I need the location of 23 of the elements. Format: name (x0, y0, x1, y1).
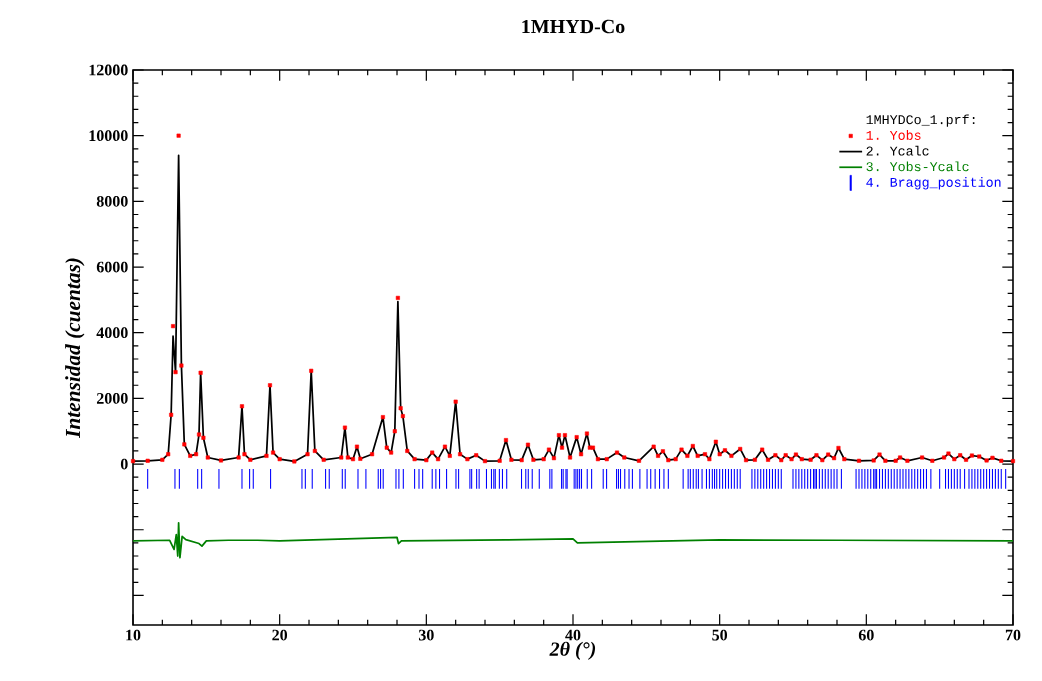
x-tick-label: 40 (565, 629, 581, 641)
legend-label: 3. Yobs-Ycalc (866, 161, 969, 172)
line-series (132, 521, 1014, 559)
x-tick-label: 10 (126, 629, 141, 641)
y-tick-label: 6000 (96, 261, 128, 273)
x-tick-label: 30 (418, 629, 434, 641)
y-tick-label: 10000 (89, 130, 128, 142)
legend-label: 2. Ycalc (866, 145, 929, 156)
legend-label: 4. Bragg_position (866, 177, 1001, 190)
y-tick-label: 4000 (96, 327, 128, 339)
y-axis-title: Intensidad (cuentas) (65, 258, 85, 439)
legend-label: 1. Yobs (866, 130, 921, 140)
legend-title: 1MHYDCo_1.prf: (866, 114, 975, 127)
x-axis-title: 2θ (°) (549, 641, 596, 660)
x-tick-label: 60 (858, 629, 874, 641)
y-tick-label: 2000 (96, 392, 128, 404)
x-tick-label: 70 (1005, 629, 1021, 641)
x-tick-label: 50 (712, 629, 728, 641)
x-tick-label: 20 (272, 629, 288, 641)
y-tick-label: 12000 (89, 64, 128, 76)
y-tick-label: 8000 (96, 195, 128, 207)
y-tick-label: 0 (120, 458, 128, 470)
chart-title: 1MHYD-Co (522, 19, 625, 34)
